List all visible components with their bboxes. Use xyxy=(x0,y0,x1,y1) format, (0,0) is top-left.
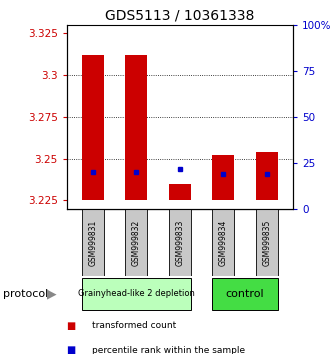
Text: GSM999833: GSM999833 xyxy=(175,219,184,266)
Bar xyxy=(82,278,191,310)
Text: GSM999835: GSM999835 xyxy=(262,219,271,266)
Text: transformed count: transformed count xyxy=(92,321,176,330)
Text: ■: ■ xyxy=(67,346,76,354)
Bar xyxy=(82,55,104,200)
Text: GSM999834: GSM999834 xyxy=(219,219,228,266)
Bar xyxy=(212,155,234,200)
Bar xyxy=(126,209,147,276)
Bar xyxy=(212,278,278,310)
Text: protocol: protocol xyxy=(3,289,49,299)
Bar xyxy=(169,209,191,276)
Text: GSM999831: GSM999831 xyxy=(88,219,97,266)
Text: GSM999832: GSM999832 xyxy=(132,219,141,266)
Bar xyxy=(212,209,234,276)
Bar xyxy=(256,152,278,200)
Text: percentile rank within the sample: percentile rank within the sample xyxy=(92,346,245,354)
Bar xyxy=(169,184,191,200)
Text: control: control xyxy=(226,289,264,299)
Text: ■: ■ xyxy=(67,321,76,331)
Bar xyxy=(126,55,147,200)
Text: Grainyhead-like 2 depletion: Grainyhead-like 2 depletion xyxy=(78,289,195,298)
Title: GDS5113 / 10361338: GDS5113 / 10361338 xyxy=(105,8,254,22)
Bar xyxy=(256,209,278,276)
Text: ▶: ▶ xyxy=(47,287,56,300)
Bar xyxy=(82,209,104,276)
